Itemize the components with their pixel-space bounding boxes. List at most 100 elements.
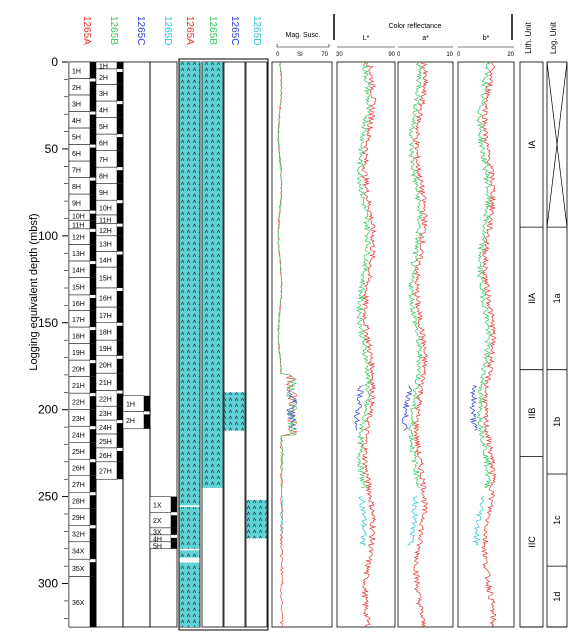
core-gap	[90, 210, 96, 214]
reflectance-frame	[397, 61, 454, 628]
core-label: 17H	[72, 317, 85, 324]
reflectance-series-1265C	[354, 385, 364, 431]
core-gap	[90, 393, 96, 397]
lith-interval	[224, 392, 245, 431]
reflectance-series-1265D	[358, 496, 368, 546]
core-recovery-bar	[117, 223, 123, 236]
lith-column-frame-1265C	[223, 61, 246, 628]
core-label: 25H	[72, 449, 85, 456]
mag-susc-series-1265A	[277, 61, 298, 627]
core-label: 5H	[72, 134, 81, 141]
core-recovery-bar	[90, 459, 96, 476]
core-gap	[117, 68, 123, 72]
reflectance-panel-2: b* 0 20	[457, 35, 515, 628]
core-label: 20H	[99, 362, 112, 369]
core-label: 23H	[99, 411, 112, 418]
lith-interval	[179, 507, 200, 549]
core-label: 16H	[72, 301, 85, 308]
core-gap	[90, 426, 96, 430]
log-unit-1c: 1c	[552, 515, 562, 525]
lith-unit-IIA: IIA	[527, 293, 537, 304]
core-label: 27H	[72, 482, 85, 489]
core-gap	[117, 355, 123, 359]
core-recovery-bar	[90, 111, 96, 129]
core-gap	[90, 111, 96, 115]
mag-susc-series-1265C	[286, 388, 298, 430]
reflectance-tick-left: 0	[457, 52, 461, 58]
core-recovery-bar	[90, 442, 96, 460]
log-unit-label: Log. Unit	[549, 21, 558, 54]
core-recovery-bar	[117, 251, 123, 268]
lith-column-header-1265D: 1265D	[251, 16, 262, 45]
core-label: 4H	[72, 118, 81, 125]
core-recovery-bar	[90, 144, 96, 162]
depth-axis: Logging equivalent depth (mbsf) 0 50 100 15…	[28, 55, 68, 619]
core-label: 19H	[72, 350, 85, 357]
reflectance-tick-left: 30	[336, 52, 343, 58]
core-label: 10H	[99, 206, 112, 213]
core-label: 1H	[99, 63, 108, 70]
core-label: 25H	[99, 439, 112, 446]
core-column-frame-1265D	[149, 61, 178, 628]
core-label: 26H	[72, 465, 85, 472]
lith-group-frame	[178, 58, 269, 631]
core-recovery-bar	[117, 167, 123, 184]
y-tick-label: 50	[45, 142, 59, 156]
core-recovery-bar	[90, 327, 96, 344]
log-unit-1a: 1a	[552, 293, 562, 303]
core-gap	[90, 360, 96, 364]
log-unit-1d: 1d	[552, 592, 562, 602]
core-gap	[117, 288, 123, 291]
core-recovery-bar	[90, 95, 96, 112]
core-gap	[117, 200, 123, 204]
lith-interval	[179, 562, 200, 627]
core-label: 32H	[72, 532, 85, 539]
core-recovery-bar	[117, 461, 123, 480]
core-gap	[117, 322, 123, 326]
core-recovery-bar	[117, 84, 123, 102]
core-label: 27H	[99, 469, 112, 476]
core-recovery-bar	[117, 101, 123, 118]
core-label: 2X	[153, 518, 162, 525]
core-recovery-bar	[117, 68, 123, 85]
core-recovery-bar	[90, 62, 96, 79]
core-recovery-bar	[171, 527, 177, 535]
core-gap	[90, 492, 96, 496]
core-gap	[171, 534, 177, 538]
core-recovery-bar	[90, 541, 96, 560]
reflectance-series-1265D	[472, 496, 485, 546]
lith-unit-IIB: IIB	[527, 408, 537, 419]
mag-susc-panel: Mag. Susc. 0 SI 70	[271, 32, 333, 628]
core-recovery-bar	[117, 406, 123, 421]
core-recovery-bar	[117, 117, 123, 135]
core-label: 11H	[99, 217, 111, 224]
reflectance-panel-0: L* 30 90	[336, 35, 396, 628]
core-recovery-bar	[90, 310, 96, 328]
core-label: 26H	[99, 453, 112, 460]
core-recovery-bar	[117, 134, 123, 151]
y-tick-label: 200	[38, 403, 58, 417]
core-label: 12H	[72, 235, 85, 242]
core-label: 13H	[72, 251, 85, 258]
core-gap	[90, 294, 96, 298]
core-recovery-bar	[90, 508, 96, 526]
reflectance-tick-left: 0	[397, 52, 401, 58]
core-label: 21H	[99, 380, 112, 387]
reflectance-series-1265B	[407, 61, 424, 489]
core-recovery-bar	[90, 177, 96, 195]
core-label: 5H	[99, 124, 108, 131]
core-recovery-bar	[90, 376, 96, 394]
lith-column-frame-1265D	[245, 61, 268, 628]
mag-susc-label: Mag. Susc.	[285, 32, 320, 39]
core-label: 18H	[99, 329, 112, 336]
core-recovery-bar	[117, 434, 123, 448]
lith-unit-column: Lith. Unit IA IIA IIB IIC	[519, 21, 544, 628]
core-label: 29H	[72, 515, 85, 522]
core-recovery-bar	[144, 411, 150, 429]
y-tick-label: 0	[51, 55, 58, 69]
lith-unit-label: Lith. Unit	[524, 21, 533, 53]
y-tick-label: 150	[38, 316, 58, 330]
core-recovery-bar	[90, 475, 96, 493]
lith-column-header-1265C: 1265C	[229, 16, 240, 45]
